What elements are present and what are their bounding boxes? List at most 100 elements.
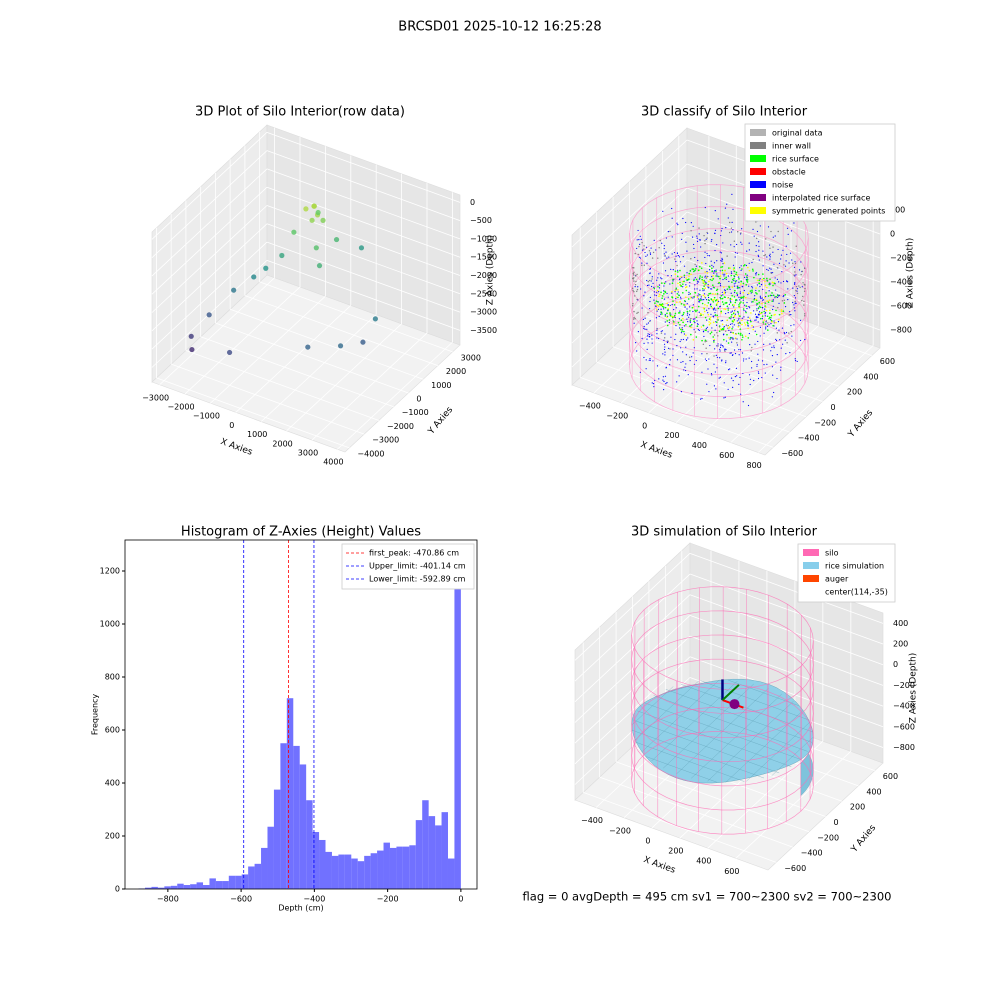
noise-dot xyxy=(738,319,740,321)
surface-dot xyxy=(735,271,738,274)
noise-dot xyxy=(646,284,649,287)
surface-dot xyxy=(685,289,688,292)
noise-dot xyxy=(683,276,686,278)
wall-dot xyxy=(801,299,803,302)
noise-dot xyxy=(721,360,723,362)
noise-dot xyxy=(796,290,798,292)
legend-box xyxy=(341,543,475,590)
surface-dot xyxy=(710,298,712,300)
noise-dot xyxy=(771,272,774,274)
surface-dot xyxy=(729,297,732,300)
surface-dot xyxy=(664,315,667,317)
noise-dot xyxy=(740,269,742,271)
surface-dot xyxy=(698,277,701,279)
surface-dot xyxy=(663,282,666,285)
surface-dot xyxy=(731,295,733,297)
surface-dot xyxy=(729,267,731,269)
noise-dot xyxy=(774,277,776,279)
noise-dot xyxy=(801,286,803,288)
surface-dot xyxy=(702,281,705,284)
noise-dot xyxy=(699,289,701,291)
surface-dot xyxy=(690,323,693,326)
noise-dot xyxy=(707,254,709,257)
wall-dot xyxy=(794,262,797,265)
noise-dot xyxy=(739,287,741,289)
noise-dot xyxy=(645,255,647,257)
wall-dot xyxy=(788,332,790,334)
wall-dot xyxy=(632,289,634,292)
noise-dot xyxy=(715,309,717,311)
x-tick-label: 0 xyxy=(458,895,463,904)
surface-dot xyxy=(740,280,743,283)
noise-dot xyxy=(748,332,750,335)
grid-line xyxy=(259,281,453,353)
noise-dot xyxy=(722,344,724,347)
noise-dot xyxy=(755,250,757,253)
noise-dot xyxy=(730,377,733,379)
noise-dot xyxy=(730,272,733,274)
z-tick-label: 200 xyxy=(890,206,905,215)
noise-dot xyxy=(724,273,726,275)
wall-dot xyxy=(718,326,721,328)
noise-dot xyxy=(770,323,772,325)
noise-dot xyxy=(736,252,738,254)
noise-dot xyxy=(778,329,780,331)
noise-dot xyxy=(761,318,763,320)
surface-dot xyxy=(707,294,709,297)
noise-dot xyxy=(742,299,744,301)
wall-dot xyxy=(633,316,635,319)
noise-dot xyxy=(727,312,729,314)
noise-dot xyxy=(727,388,729,390)
bar xyxy=(248,866,255,889)
wall-dot xyxy=(641,264,643,267)
surface-dot xyxy=(738,306,741,309)
point xyxy=(279,252,285,259)
surface-dot xyxy=(756,293,758,295)
surface-dot xyxy=(686,310,689,313)
surface-dot xyxy=(744,273,747,275)
noise-dot xyxy=(719,285,722,287)
grid-line xyxy=(689,594,884,666)
z-tick-label: −500 xyxy=(470,216,492,225)
surface-dot xyxy=(750,320,752,323)
surface-dot xyxy=(725,301,728,304)
point xyxy=(263,265,269,271)
surface-dot xyxy=(699,275,701,277)
surface-dot xyxy=(712,284,714,286)
rice-mesh xyxy=(746,721,811,782)
wall-dot xyxy=(704,340,706,343)
surface-dot xyxy=(764,296,766,299)
noise-dot xyxy=(657,308,660,310)
wall-dot xyxy=(770,230,772,233)
surface-dot xyxy=(751,291,753,293)
surface-dot xyxy=(771,321,773,323)
surface-dot xyxy=(674,273,677,276)
surface-dot xyxy=(683,304,685,306)
wall-dot xyxy=(658,247,660,249)
noise-dot xyxy=(757,254,759,256)
noise-dot xyxy=(730,271,732,273)
surface-dot xyxy=(661,297,663,300)
noise-dot xyxy=(708,358,710,360)
noise-dot xyxy=(779,339,781,341)
wall-dot xyxy=(705,347,707,349)
surface-dot xyxy=(718,275,720,278)
noise-dot xyxy=(667,296,669,298)
surface-dot xyxy=(702,307,705,310)
noise-dot xyxy=(794,282,796,284)
wall-dot xyxy=(724,350,726,352)
surface-dot xyxy=(680,303,683,305)
noise-dot xyxy=(745,310,747,312)
surface-dot xyxy=(691,268,694,270)
wall-dot xyxy=(705,340,708,342)
noise-dot xyxy=(730,231,733,233)
noise-dot xyxy=(692,352,694,354)
surface-dot xyxy=(713,341,715,343)
z-axis-label: Z Axies (Depth) xyxy=(909,653,919,724)
noise-dot xyxy=(729,299,731,301)
auger-head xyxy=(729,699,740,710)
noise-dot xyxy=(638,256,640,258)
noise-dot xyxy=(751,360,753,363)
bar xyxy=(331,855,339,889)
x-tick-label: −200 xyxy=(609,826,631,835)
